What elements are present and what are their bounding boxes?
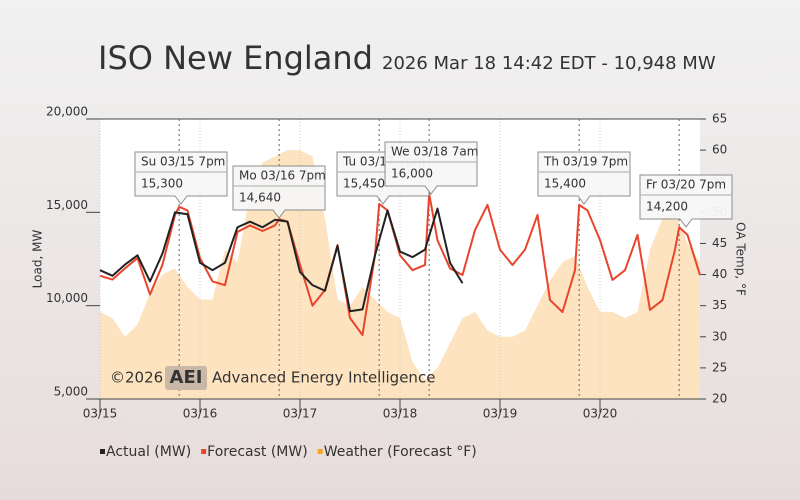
legend-label: Actual (MW) — [106, 444, 191, 460]
series-line — [99, 207, 464, 313]
legend-swatch — [201, 449, 207, 454]
watermark: Advanced Energy Intelligence — [212, 369, 435, 387]
y-tick-label: 10,000 — [46, 291, 88, 305]
y-axis-label: Load, MW — [31, 230, 45, 289]
callout-value: 15,400 — [544, 177, 586, 191]
y-tick-label: 5,000 — [54, 385, 88, 399]
weather-area — [100, 150, 700, 399]
callout-date: We 03/18 7am — [391, 145, 478, 159]
callout-value: 14,200 — [646, 200, 688, 214]
chart-subtitle: 2026 Mar 18 14:42 EDT - 10,948 MW — [382, 53, 716, 74]
plot: 5,00010,00015,00020,00020253035404550556… — [46, 105, 733, 421]
callout-value: 16,000 — [391, 167, 433, 181]
y2-tick-label: 45 — [712, 236, 727, 250]
callout-box — [232, 165, 326, 219]
y2-tick-label: 35 — [712, 298, 727, 312]
y-tick-label: 15,000 — [46, 198, 88, 212]
chart-title: ISO New England — [98, 39, 373, 77]
x-tick-label: 03/18 — [383, 407, 418, 421]
callout-date: Th 03/19 7pm — [543, 155, 628, 169]
y2-tick-label: 60 — [712, 143, 727, 157]
watermark: AEI — [170, 367, 203, 388]
y2-tick-label: 40 — [712, 267, 727, 281]
x-tick-label: 03/19 — [483, 407, 518, 421]
x-tick-label: 03/15 — [83, 407, 118, 421]
callout-value: 15,300 — [141, 177, 183, 191]
y2-axis-label: OA Temp, °F — [734, 222, 748, 296]
callout-box — [384, 141, 478, 195]
x-tick-label: 03/16 — [183, 407, 218, 421]
y2-tick-label: 30 — [712, 329, 727, 343]
callout-value: 15,450 — [343, 177, 385, 191]
series-line — [99, 192, 701, 336]
callout-date: Su 03/15 7pm — [141, 155, 225, 169]
callout-box — [639, 174, 733, 228]
legend-label: Weather (Forecast °F) — [324, 444, 477, 460]
callout-box — [134, 151, 228, 205]
y-tick-label: 20,000 — [46, 105, 88, 119]
legend-swatch — [100, 449, 105, 454]
y2-tick-label: 20 — [712, 392, 727, 406]
watermark-logo — [165, 366, 207, 390]
x-tick-label: 03/17 — [283, 407, 318, 421]
legend-swatch — [317, 449, 323, 454]
y2-tick-label: 65 — [712, 112, 727, 126]
callout-box — [537, 151, 631, 205]
callout-date: Fr 03/20 7pm — [646, 178, 726, 192]
x-tick-label: 03/20 — [583, 407, 618, 421]
y2-tick-label: 25 — [712, 360, 727, 374]
callout-date: Mo 03/16 7pm — [239, 169, 326, 183]
callout-value: 14,640 — [239, 191, 281, 205]
watermark: ©2026 — [110, 369, 163, 387]
legend-label: Forecast (MW) — [207, 444, 308, 460]
